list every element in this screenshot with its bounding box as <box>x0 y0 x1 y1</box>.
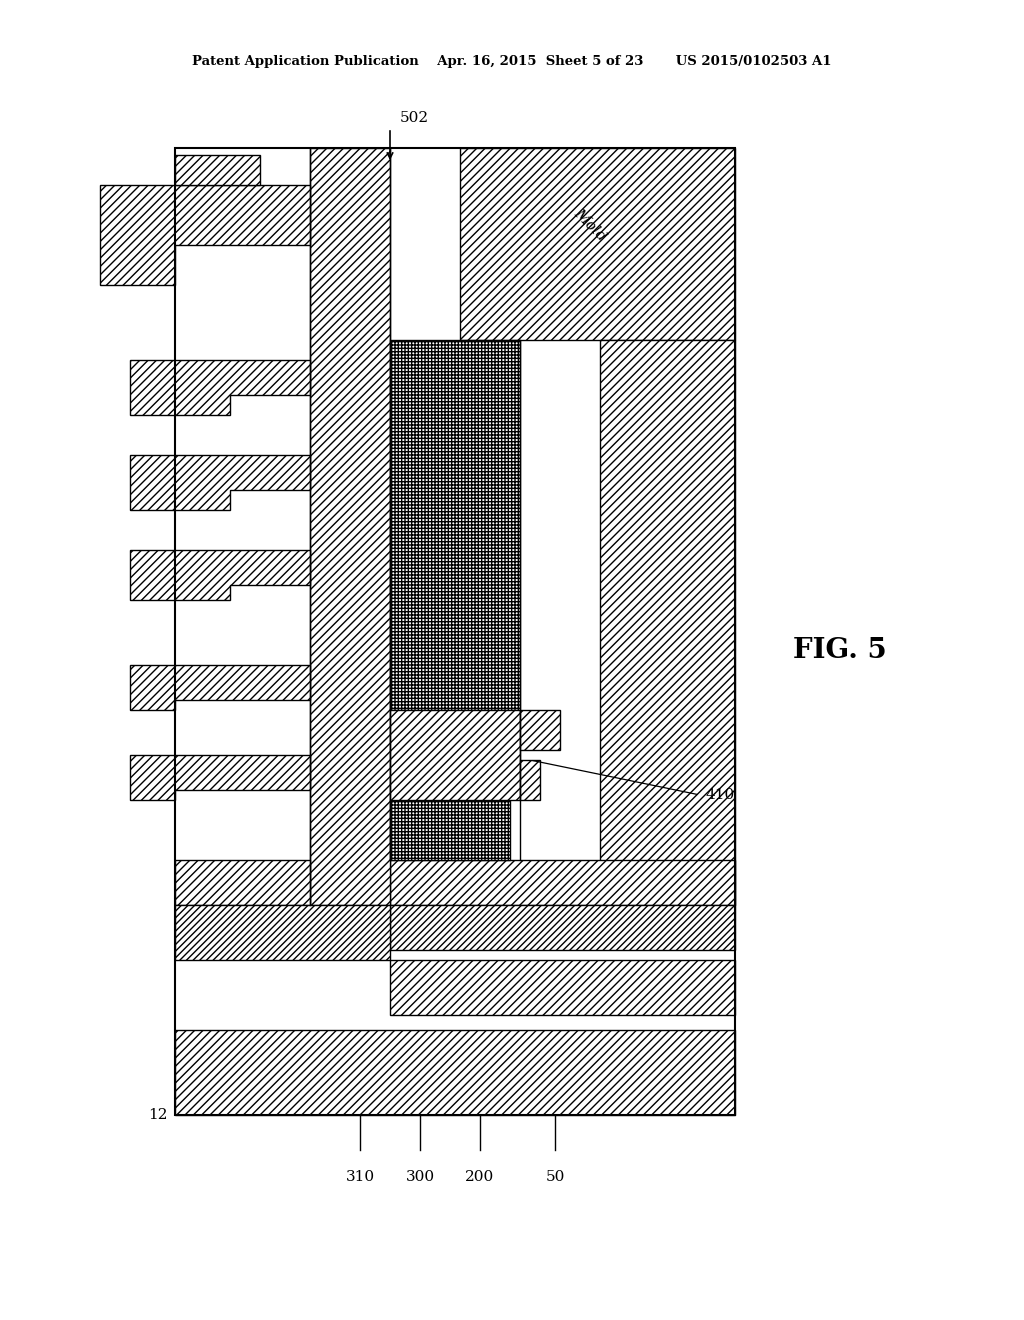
Bar <box>175 148 735 1115</box>
Text: 50: 50 <box>546 1170 564 1184</box>
Polygon shape <box>130 665 310 710</box>
Bar <box>390 861 735 906</box>
Bar <box>390 710 520 800</box>
Text: 410: 410 <box>705 788 734 803</box>
Polygon shape <box>130 455 310 510</box>
Text: FIG. 5: FIG. 5 <box>794 636 887 664</box>
Text: 310: 310 <box>345 1170 375 1184</box>
Bar <box>175 154 260 185</box>
Bar <box>175 861 310 906</box>
Polygon shape <box>175 906 390 960</box>
Bar <box>175 1030 735 1115</box>
Text: 200: 200 <box>465 1170 495 1184</box>
Bar <box>600 341 735 906</box>
Polygon shape <box>100 185 310 285</box>
Text: 502: 502 <box>400 111 429 125</box>
Bar <box>390 906 735 950</box>
Text: 300: 300 <box>406 1170 434 1184</box>
Text: Patent Application Publication    Apr. 16, 2015  Sheet 5 of 23       US 2015/010: Patent Application Publication Apr. 16, … <box>193 55 831 69</box>
Polygon shape <box>520 710 560 750</box>
Polygon shape <box>130 550 310 601</box>
Polygon shape <box>520 760 540 800</box>
Polygon shape <box>130 360 310 414</box>
Bar <box>310 148 390 906</box>
Bar <box>390 341 520 710</box>
Bar <box>390 800 510 861</box>
Bar <box>460 148 735 341</box>
Text: Mold: Mold <box>571 206 609 244</box>
Bar <box>390 960 735 1015</box>
Text: 12: 12 <box>148 1107 168 1122</box>
Polygon shape <box>130 755 310 800</box>
